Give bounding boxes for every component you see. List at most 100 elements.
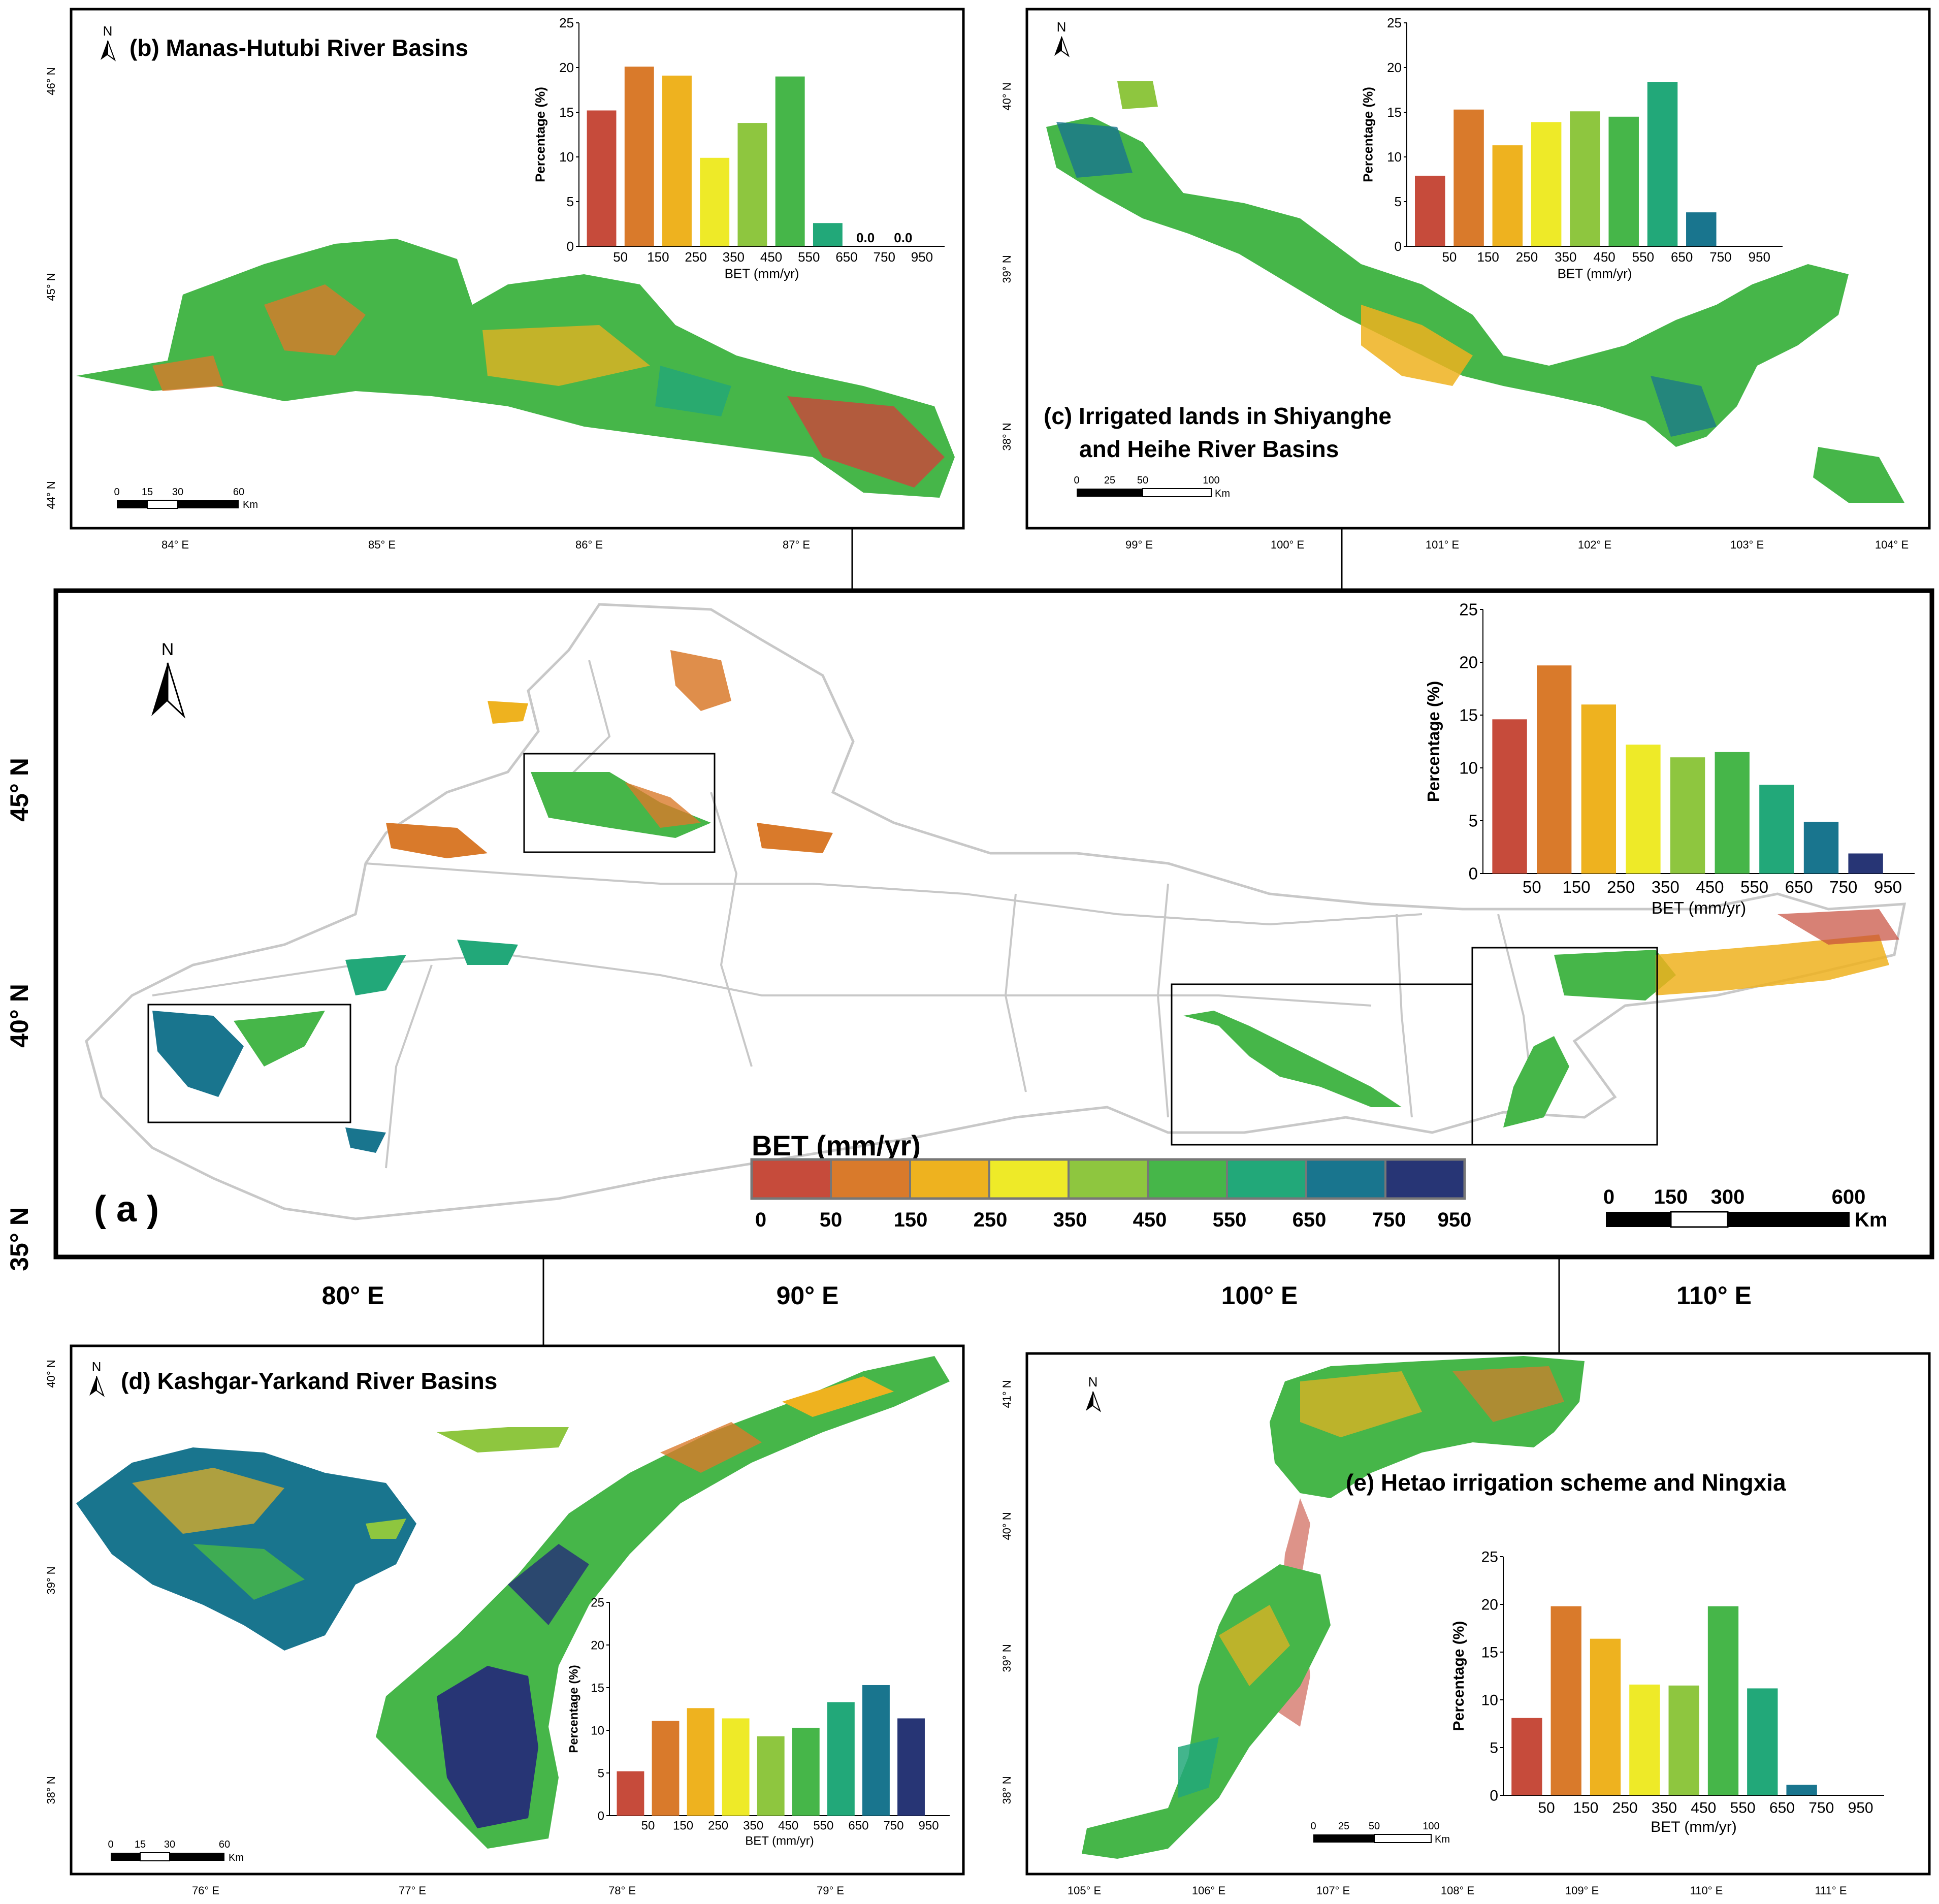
- svg-text:N: N: [103, 23, 113, 39]
- svg-text:77° E: 77° E: [399, 1884, 426, 1897]
- svg-text:60: 60: [233, 487, 244, 498]
- y-axis-label: Percentage (%): [1450, 1621, 1467, 1731]
- svg-text:39° N: 39° N: [45, 1566, 57, 1594]
- bar: [722, 1718, 750, 1816]
- y-tick-label: 15: [1459, 706, 1478, 725]
- svg-text:45° N: 45° N: [45, 273, 57, 301]
- x-tick-label: 50: [1538, 1800, 1555, 1817]
- bar: [1670, 757, 1705, 874]
- panel-c-lon-labels: 99° E 100° E 101° E 102° E 103° E 104° E: [1125, 538, 1909, 551]
- x-tick-label: 150: [673, 1819, 693, 1833]
- x-tick-label: 550: [1632, 249, 1654, 265]
- svg-text:N: N: [1088, 1374, 1098, 1390]
- svg-text:40° N: 40° N: [1000, 1512, 1013, 1540]
- x-tick-label: 150: [1477, 249, 1499, 265]
- bar: [1647, 82, 1678, 246]
- y-tick-label: 20: [1387, 60, 1402, 75]
- svg-text:0: 0: [114, 487, 119, 498]
- main-irrigated-land: [152, 650, 1899, 1153]
- panel-c-frame: [1025, 8, 1931, 530]
- panel-b-lat-labels: 46° N 45° N 44° N: [45, 67, 57, 509]
- x-tick-label: 950: [1848, 1800, 1873, 1817]
- panel-b-scalebar: 0 15 30 60 Km: [114, 487, 258, 510]
- y-tick-label: 15: [1481, 1644, 1498, 1661]
- svg-text:100° E: 100° E: [1221, 1281, 1298, 1310]
- bar: [624, 67, 654, 246]
- x-tick-label: 150: [647, 249, 669, 265]
- mixed-patch: [482, 325, 650, 386]
- x-tick-label: 750: [1709, 249, 1731, 265]
- patch-hetao: [1554, 950, 1676, 1001]
- legend-swatches: [751, 1158, 1466, 1200]
- svg-text:86° E: 86° E: [575, 538, 603, 551]
- bar: [1848, 853, 1883, 874]
- bar: [662, 75, 692, 246]
- patch-heihe: [1183, 1011, 1402, 1107]
- x-tick-label: 250: [708, 1819, 728, 1833]
- x-tick-label: 150: [1573, 1800, 1598, 1817]
- patch-north: [670, 650, 731, 711]
- bar: [1511, 1718, 1542, 1795]
- bar: [1453, 109, 1484, 246]
- bar: [792, 1727, 820, 1816]
- svg-text:25: 25: [1104, 475, 1115, 486]
- x-axis-label: BET (mm/yr): [1652, 898, 1746, 917]
- bar: [1531, 122, 1562, 246]
- panel-b-irrigated-land: [76, 239, 955, 498]
- y-tick-label: 5: [567, 194, 574, 209]
- svg-text:102° E: 102° E: [1578, 538, 1611, 551]
- svg-text:30: 30: [172, 487, 183, 498]
- bar: [1608, 116, 1639, 246]
- svg-text:45° N: 45° N: [5, 758, 34, 822]
- dry-patch: [152, 356, 223, 391]
- x-tick-label: 450: [1696, 878, 1724, 896]
- x-tick-label: 650: [1671, 249, 1693, 265]
- svg-text:99° E: 99° E: [1125, 538, 1153, 551]
- svg-text:100: 100: [1203, 475, 1219, 486]
- y-tick-label: 10: [1459, 759, 1478, 778]
- bar: [813, 223, 843, 246]
- patch-east: [757, 823, 833, 853]
- svg-text:39° N: 39° N: [1000, 255, 1013, 283]
- patch-hetao-east: [1656, 934, 1889, 995]
- svg-text:0: 0: [1074, 475, 1079, 486]
- legend-swatch: [1226, 1158, 1307, 1200]
- panel-e-north-arrow: N: [1086, 1374, 1102, 1412]
- x-tick-label: 550: [1730, 1800, 1756, 1817]
- y-tick-label: 0: [1395, 239, 1402, 254]
- legend-labels: 0 50 150 250 350 450 550 650 750 950: [755, 1209, 1472, 1231]
- y-tick-label: 10: [591, 1724, 604, 1737]
- svg-text:105° E: 105° E: [1068, 1884, 1101, 1897]
- y-tick-label: 20: [1481, 1597, 1498, 1613]
- dry-patch: [660, 1422, 762, 1473]
- panel-a-scalebar: 0 150 300 600 Km: [1603, 1186, 1888, 1231]
- wet-patch: [655, 366, 731, 416]
- panel-c-title-line1: (c) Irrigated lands in Shiyanghe: [1044, 403, 1392, 429]
- svg-text:103° E: 103° E: [1730, 538, 1764, 551]
- panel-c-title-line2: and Heihe River Basins: [1079, 436, 1339, 462]
- svg-text:50: 50: [820, 1209, 843, 1231]
- bar: [700, 157, 730, 246]
- patch-north: [386, 823, 488, 858]
- panel-e: N (e) Hetao irrigation scheme and Ningxi…: [1000, 1352, 1931, 1897]
- x-tick-label: 650: [835, 249, 857, 265]
- x-tick-label: 350: [723, 249, 745, 265]
- svg-text:50: 50: [1369, 1821, 1380, 1832]
- bar: [1492, 719, 1527, 874]
- bar: [1626, 745, 1661, 874]
- panel-c-lat-labels: 40° N 39° N 38° N: [1000, 82, 1013, 450]
- panel-c-scalebar: 0 25 50 100 Km: [1074, 475, 1230, 499]
- x-tick-label: 50: [1523, 878, 1541, 896]
- patch-hetao-east: [1778, 909, 1899, 945]
- x-tick-label: 550: [813, 1819, 833, 1833]
- y-tick-label: 0: [567, 239, 574, 254]
- x-tick-label: 650: [1785, 878, 1813, 896]
- wet-patch: [1178, 1737, 1219, 1798]
- svg-text:109° E: 109° E: [1565, 1884, 1599, 1897]
- svg-text:25: 25: [1338, 1821, 1349, 1832]
- svg-text:35° N: 35° N: [5, 1207, 34, 1271]
- region-boxes: [147, 753, 1658, 1146]
- mixed-patch: [782, 1376, 894, 1417]
- patch-north: [488, 701, 528, 724]
